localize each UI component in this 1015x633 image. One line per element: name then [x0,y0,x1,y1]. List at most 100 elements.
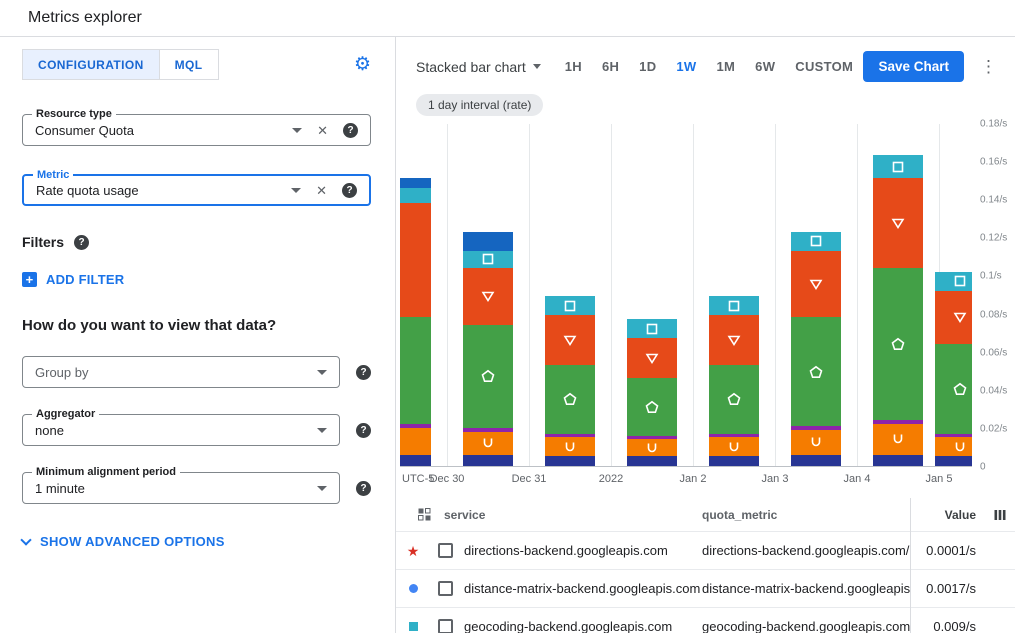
row-checkbox[interactable] [438,581,453,596]
segment-purple[interactable] [791,426,841,430]
segment-orange[interactable] [709,437,759,457]
table-row[interactable]: geocoding-backend.googleapis.com geocodin… [396,608,1015,633]
group-by-select[interactable]: Group by [22,356,340,388]
chart-type-dropdown[interactable]: Stacked bar chart [416,59,541,75]
table-row[interactable]: ★ directions-backend.googleapis.com direct… [396,532,1015,570]
segment-teal[interactable] [791,231,841,251]
segment-navy[interactable] [791,454,841,466]
dropdown-caret-icon[interactable] [292,127,303,133]
range-button-6h[interactable]: 6H [592,52,629,81]
segment-navy[interactable] [463,454,513,466]
segment-teal[interactable] [400,187,431,204]
alignment-help-icon[interactable]: ? [356,480,371,496]
alignment-period-select[interactable]: Minimum alignment period 1 minute [22,466,340,504]
chart-plot[interactable] [400,124,972,467]
show-advanced-options[interactable]: SHOW ADVANCED OPTIONS [20,533,225,549]
range-button-1m[interactable]: 1M [707,52,746,81]
help-icon[interactable]: ? [343,122,358,138]
stacked-bar[interactable] [709,124,759,466]
segment-teal[interactable] [463,250,513,268]
segment-orange[interactable] [545,437,595,457]
col-service[interactable]: service [444,507,486,522]
dropdown-caret-icon[interactable] [317,427,327,433]
filters-help-icon[interactable]: ? [74,234,90,250]
tab-mql[interactable]: MQL [159,49,219,80]
segment-teal[interactable] [627,319,677,339]
segment-teal[interactable] [709,296,759,316]
segment-navy[interactable] [935,456,972,466]
dropdown-caret-icon[interactable] [317,485,327,491]
segment-purple[interactable] [627,435,677,440]
segment-orange[interactable] [400,427,431,455]
stacked-bar[interactable] [400,124,431,466]
table-row[interactable]: distance-matrix-backend.googleapis.com di… [396,570,1015,608]
segment-green[interactable] [791,317,841,426]
stacked-bar[interactable] [463,124,513,466]
segment-red[interactable] [709,315,759,366]
clear-icon[interactable]: ✕ [317,122,328,138]
segment-orange[interactable] [463,431,513,455]
segment-green[interactable] [463,325,513,428]
segment-orange[interactable] [935,437,972,457]
range-button-6w[interactable]: 6W [745,52,785,81]
segment-purple[interactable] [463,427,513,432]
col-quota-metric[interactable]: quota_metric [702,507,778,522]
kebab-menu-icon[interactable]: ⋮ [972,57,1005,77]
segment-green[interactable] [627,378,677,436]
row-checkbox[interactable] [438,543,453,558]
legend-grid-icon[interactable] [418,508,431,521]
stacked-bar[interactable] [935,124,972,466]
segment-green[interactable] [709,365,759,434]
segment-navy[interactable] [400,454,431,466]
segment-red[interactable] [627,338,677,379]
row-checkbox[interactable] [438,619,453,633]
segment-navy[interactable] [709,456,759,466]
save-chart-button[interactable]: Save Chart [863,51,964,82]
segment-navy[interactable] [545,456,595,466]
stacked-bar[interactable] [791,124,841,466]
range-button-1w[interactable]: 1W [666,52,706,81]
dropdown-caret-icon[interactable] [317,369,327,375]
segment-green[interactable] [545,365,595,434]
column-selector-icon[interactable] [984,509,1015,521]
aggregator-help-icon[interactable]: ? [356,422,371,438]
range-button-1d[interactable]: 1D [629,52,666,81]
segment-red[interactable] [935,290,972,345]
range-button-1h[interactable]: 1H [555,52,592,81]
segment-red[interactable] [873,178,923,268]
segment-navy[interactable] [627,456,677,466]
segment-green[interactable] [873,267,923,421]
segment-orange[interactable] [873,424,923,455]
range-button-custom[interactable]: CUSTOM [785,52,863,81]
metric-field[interactable]: Metric Rate quota usage ✕ ? [22,169,371,206]
stacked-bar[interactable] [873,124,923,466]
help-icon[interactable]: ? [342,182,357,198]
segment-red[interactable] [545,315,595,366]
resource-type-field[interactable]: Resource type Consumer Quota ✕ ? [22,108,371,146]
segment-purple[interactable] [935,433,972,438]
add-filter-button[interactable]: + ADD FILTER [22,272,124,287]
segment-teal[interactable] [935,271,972,291]
segment-green[interactable] [400,317,431,425]
segment-red[interactable] [400,203,431,318]
segment-navy[interactable] [873,454,923,466]
stacked-bar[interactable] [545,124,595,466]
segment-teal[interactable] [545,296,595,316]
dropdown-caret-icon[interactable] [291,187,302,193]
segment-red[interactable] [463,267,513,325]
clear-icon[interactable]: ✕ [316,182,327,198]
segment-orange[interactable] [627,439,677,457]
aggregator-select[interactable]: Aggregator none [22,408,340,446]
segment-purple[interactable] [873,420,923,425]
group-by-help-icon[interactable]: ? [356,364,371,380]
stacked-bar[interactable] [627,124,677,466]
segment-red[interactable] [791,250,841,318]
segment-teal[interactable] [873,155,923,179]
settings-gear-icon[interactable]: ⚙ [353,54,371,75]
segment-purple[interactable] [709,433,759,438]
segment-purple[interactable] [545,433,595,438]
segment-orange[interactable] [791,429,841,455]
segment-green[interactable] [935,344,972,434]
segment-blue[interactable] [400,178,431,188]
col-value[interactable]: Value [944,507,976,522]
